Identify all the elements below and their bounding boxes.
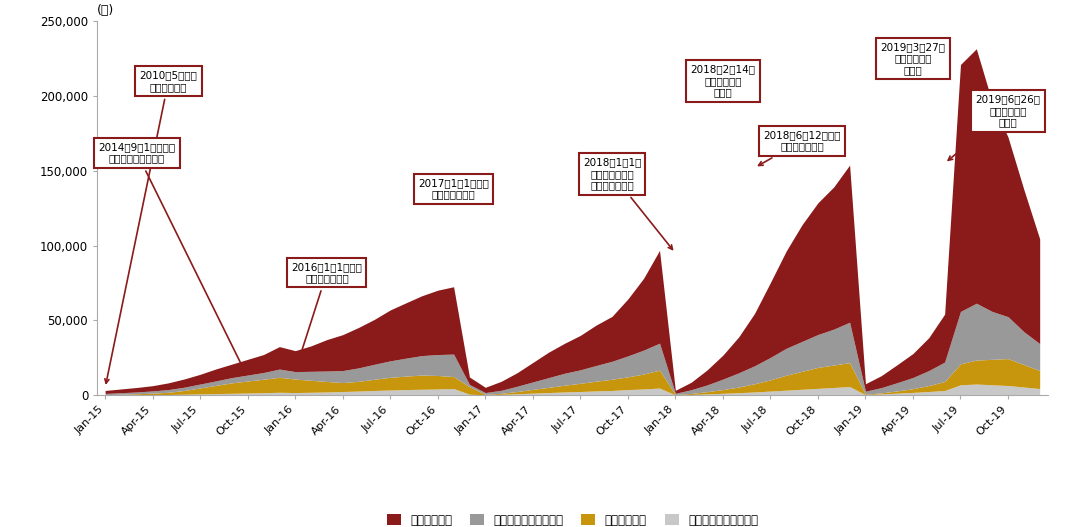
Text: 2019年3月27日
起，进入退补
过渡期: 2019年3月27日 起，进入退补 过渡期 (880, 42, 945, 75)
Text: (辆): (辆) (97, 4, 114, 17)
Text: 2014年9月1日起，新
能源汽车免征购置税: 2014年9月1日起，新 能源汽车免征购置税 (98, 142, 245, 373)
Text: 2019年6月26日
起，第四次补
贴退坡: 2019年6月26日 起，第四次补 贴退坡 (948, 94, 1040, 160)
Text: 2018年2月14日
起，进入退补
过渡期: 2018年2月14日 起，进入退补 过渡期 (690, 64, 755, 97)
Text: 2017年1月1日起，
第二次补贴退坡: 2017年1月1日起， 第二次补贴退坡 (418, 178, 489, 200)
Text: 2010年5月起，
开始国家补助: 2010年5月起， 开始国家补助 (105, 70, 198, 383)
Legend: 绍电动乘用车, 插电式混合动力乘用车, 绍电动商用车, 插电式混合动力商用车: 绍电动乘用车, 插电式混合动力乘用车, 绍电动商用车, 插电式混合动力商用车 (382, 509, 762, 527)
Text: 2018年1月1日
起，新能源汽车
继续免征购置税: 2018年1月1日 起，新能源汽车 继续免征购置税 (583, 157, 673, 249)
Text: 2018年6月12日起，
第三次补贴退坡: 2018年6月12日起， 第三次补贴退坡 (758, 130, 841, 165)
Text: 2016年1月1日起，
第一次补贴退坡: 2016年1月1日起， 第一次补贴退坡 (292, 262, 362, 367)
